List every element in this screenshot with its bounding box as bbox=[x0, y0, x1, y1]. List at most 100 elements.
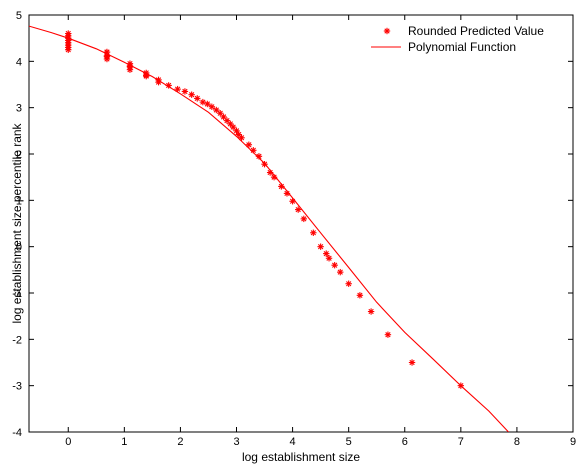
data-point-25-d2 bbox=[188, 92, 195, 98]
legend-entry-line: Polynomial Function bbox=[371, 40, 516, 54]
data-point-25 bbox=[188, 91, 195, 98]
data-point-32-d2 bbox=[220, 114, 227, 120]
data-point-45-d2 bbox=[278, 183, 285, 190]
data-point-12-d2 bbox=[104, 54, 110, 60]
data-point-46-d2 bbox=[284, 190, 290, 197]
data-point-55 bbox=[337, 268, 344, 276]
data-point-60-d2 bbox=[409, 359, 415, 366]
plot-frame bbox=[28, 14, 574, 433]
y-tick-label-7: 3 bbox=[16, 103, 22, 115]
data-point-44 bbox=[270, 173, 278, 181]
data-point-48 bbox=[294, 206, 302, 213]
x-tick-label-9: 9 bbox=[570, 436, 576, 448]
data-point-51-d2 bbox=[317, 244, 324, 250]
data-point-52 bbox=[323, 250, 330, 257]
data-point-54-d2 bbox=[331, 262, 338, 268]
data-point-22 bbox=[165, 82, 172, 89]
data-point-53 bbox=[325, 255, 333, 262]
x-axis-label: log establishment size bbox=[242, 450, 360, 464]
data-point-57 bbox=[356, 292, 364, 299]
data-point-42 bbox=[261, 160, 268, 168]
plot-area bbox=[28, 14, 574, 433]
data-point-61-d2 bbox=[458, 383, 464, 389]
data-point-29 bbox=[208, 103, 216, 110]
data-point-22-d2 bbox=[165, 82, 172, 89]
x-tick-label-7: 7 bbox=[458, 436, 464, 448]
data-point-34-d2 bbox=[227, 121, 233, 127]
data-point-56 bbox=[345, 280, 352, 287]
data-point-23 bbox=[174, 85, 181, 93]
axis-ticks: 0 1 2 3 4 5 6 7 8 9 -4 -3 -2 -1 0 1 2 3 4 5 bbox=[12, 10, 576, 448]
data-point-40 bbox=[250, 147, 257, 154]
legend-label-markers: Rounded Predicted Value bbox=[408, 24, 544, 38]
data-point-34 bbox=[227, 120, 234, 128]
data-point-43 bbox=[266, 169, 274, 176]
data-point-38-d2 bbox=[238, 135, 245, 141]
data-point-53-d2 bbox=[326, 255, 332, 261]
data-point-56-d2 bbox=[346, 281, 352, 287]
data-point-49-d2 bbox=[301, 216, 307, 222]
data-point-57-d2 bbox=[357, 292, 363, 298]
y-tick-label-4: 0 bbox=[16, 242, 22, 254]
x-tick-label-6: 6 bbox=[402, 436, 408, 448]
x-tick-label-5: 5 bbox=[346, 436, 352, 448]
data-point-28-d2 bbox=[204, 101, 210, 107]
data-point-43-d2 bbox=[267, 169, 273, 176]
data-point-48-d2 bbox=[295, 206, 301, 213]
legend-label-line: Polynomial Function bbox=[408, 40, 516, 54]
y-tick-label-5: 1 bbox=[16, 195, 22, 207]
data-point-31-d2 bbox=[217, 110, 223, 116]
data-point-24 bbox=[181, 88, 189, 95]
data-point-33-d2 bbox=[224, 117, 230, 124]
data-point-46 bbox=[283, 190, 291, 197]
data-point-58-d2 bbox=[368, 308, 374, 315]
data-point-59-d2 bbox=[385, 332, 391, 338]
data-point-36-d2 bbox=[233, 128, 240, 134]
data-point-21-d2 bbox=[155, 79, 162, 85]
data-point-52-d2 bbox=[323, 250, 329, 257]
data-point-58 bbox=[367, 308, 375, 315]
data-point-55-d2 bbox=[337, 269, 343, 275]
data-point-39-d2 bbox=[246, 142, 252, 148]
data-point-7-d2 bbox=[65, 30, 71, 37]
data-point-12 bbox=[103, 53, 111, 60]
data-point-7 bbox=[65, 30, 72, 37]
y-tick-label-2: -2 bbox=[12, 334, 22, 346]
data-point-38 bbox=[238, 134, 245, 141]
data-point-44-d2 bbox=[271, 174, 277, 180]
data-point-30-d2 bbox=[213, 107, 219, 113]
data-point-26-d2 bbox=[194, 95, 200, 102]
data-point-61 bbox=[457, 382, 465, 389]
x-tick-label-1: 1 bbox=[121, 436, 127, 448]
legend-marker-asterisk bbox=[383, 27, 391, 35]
legend: Rounded Predicted Value Polynomial Funct… bbox=[371, 24, 544, 54]
data-point-50-d2 bbox=[310, 230, 316, 236]
data-point-26 bbox=[194, 95, 201, 102]
data-point-23-d2 bbox=[174, 86, 181, 92]
data-point-59 bbox=[384, 331, 392, 338]
data-point-29-d2 bbox=[209, 104, 215, 110]
data-point-19-d2 bbox=[143, 72, 149, 78]
data-point-6 bbox=[65, 46, 72, 53]
legend-asterisk bbox=[383, 27, 391, 35]
legend-asterisk-d2 bbox=[384, 28, 390, 34]
legend-entry-markers: Rounded Predicted Value bbox=[383, 24, 544, 38]
x-tick-label-0: 0 bbox=[65, 436, 71, 448]
data-point-16-d2 bbox=[127, 63, 133, 69]
y-tick-label-1: -3 bbox=[12, 381, 22, 393]
data-point-21 bbox=[155, 78, 162, 86]
x-tick-label-2: 2 bbox=[177, 436, 183, 448]
x-tick-label-8: 8 bbox=[514, 436, 520, 448]
data-point-11-d2 bbox=[104, 49, 110, 55]
data-point-35 bbox=[229, 123, 237, 131]
data-point-49 bbox=[300, 215, 308, 223]
data-point-28 bbox=[204, 100, 211, 108]
data-point-24-d2 bbox=[182, 88, 188, 95]
data-point-51 bbox=[317, 243, 324, 250]
data-point-40-d2 bbox=[250, 147, 256, 153]
y-tick-label-8: 4 bbox=[16, 56, 22, 68]
data-point-35-d2 bbox=[230, 124, 236, 130]
data-point-47-d2 bbox=[289, 198, 296, 204]
polynomial-function-line bbox=[29, 25, 509, 432]
data-point-60 bbox=[408, 359, 416, 366]
